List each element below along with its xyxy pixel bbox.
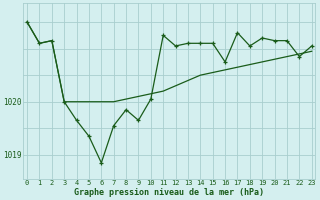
X-axis label: Graphe pression niveau de la mer (hPa): Graphe pression niveau de la mer (hPa) bbox=[74, 188, 264, 197]
